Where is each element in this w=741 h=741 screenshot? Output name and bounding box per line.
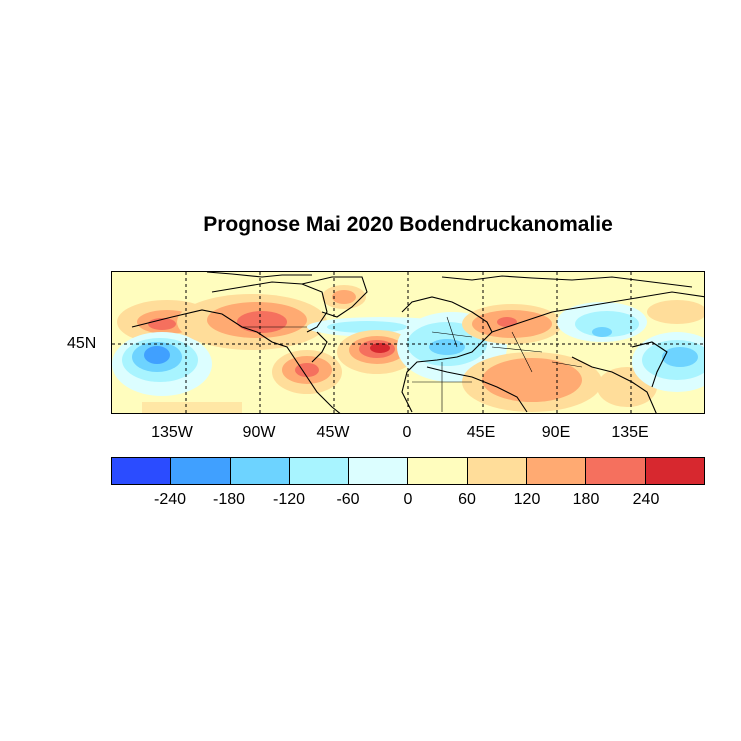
colorbar-segment xyxy=(289,458,350,484)
colorbar-segment xyxy=(467,458,528,484)
colorbar-label: 180 xyxy=(572,491,600,508)
x-tick-135e: 135E xyxy=(611,424,649,441)
y-tick-45n: 45N xyxy=(67,335,97,352)
x-tick-135w: 135W xyxy=(151,424,193,441)
x-tick-45e: 45E xyxy=(466,424,496,441)
colorbar-segment xyxy=(230,458,290,484)
colorbar-label: -120 xyxy=(272,491,306,508)
colorbar-label: 0 xyxy=(403,491,413,508)
x-tick-45w: 45W xyxy=(316,424,350,441)
colorbar-segment xyxy=(527,458,587,484)
colorbar-segment xyxy=(586,458,646,484)
colorbar-label: -180 xyxy=(212,491,246,508)
colorbar-label: -60 xyxy=(336,491,360,508)
map-plot-area xyxy=(111,271,705,414)
anomaly-map xyxy=(112,272,704,413)
colorbar-segment xyxy=(349,458,409,484)
colorbar-segment xyxy=(645,458,704,484)
x-tick-90w: 90W xyxy=(242,424,276,441)
colorbar-label: 60 xyxy=(458,491,476,508)
colorbar xyxy=(111,457,705,485)
colorbar-segment xyxy=(171,458,231,484)
chart-title: Prognose Mai 2020 Bodendruckanomalie xyxy=(203,213,613,236)
colorbar-segment xyxy=(112,458,172,484)
colorbar-label: 240 xyxy=(632,491,660,508)
x-tick-90e: 90E xyxy=(541,424,571,441)
x-tick-0: 0 xyxy=(402,424,412,441)
colorbar-segment xyxy=(408,458,468,484)
colorbar-label: 120 xyxy=(513,491,541,508)
colorbar-label: -240 xyxy=(153,491,187,508)
